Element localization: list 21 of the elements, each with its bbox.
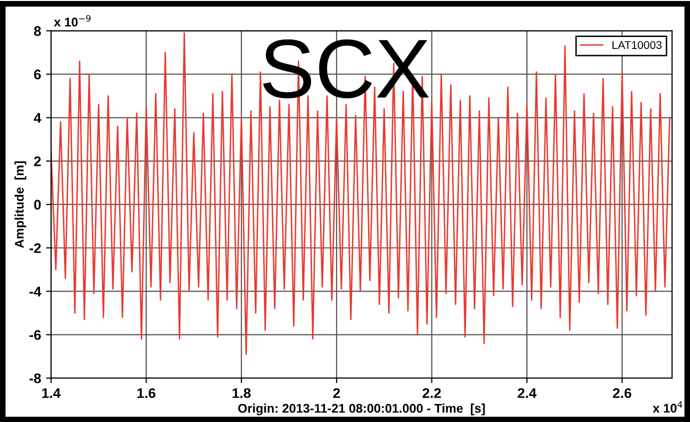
legend-label: LAT10003 [612,41,662,49]
y-tick-label: -6 [30,330,41,340]
y-tick-label: -4 [30,286,42,296]
text: x 10$^{4}$ [652,401,682,413]
x-tick-label: 1.8 [232,388,251,398]
y-tick-label: -8 [30,373,41,384]
y-tick-label: 2 [34,156,41,166]
y-tick-label: 4 [34,113,42,123]
text: x 10$^{−9}$ [54,15,91,26]
x-tick-label: 2 [333,388,340,398]
y-axis-title: Amplitude [m] [14,161,26,248]
y-tick-label: -2 [30,243,41,253]
y-tick-label: 0 [34,200,41,210]
x-tick-label: 2.6 [612,388,632,398]
x-tick-label: 1.4 [42,388,61,398]
y-tick-label: 6 [34,70,41,80]
x-tick-label: 1.6 [137,388,156,398]
x-tick-label: 2.2 [422,388,441,398]
x-tick-label: 2.4 [518,388,536,398]
x-axis-title: Origin: 2013-11-21 08:00:01.000 - Time [s] [238,404,485,416]
y-tick-label: 8 [34,26,41,36]
